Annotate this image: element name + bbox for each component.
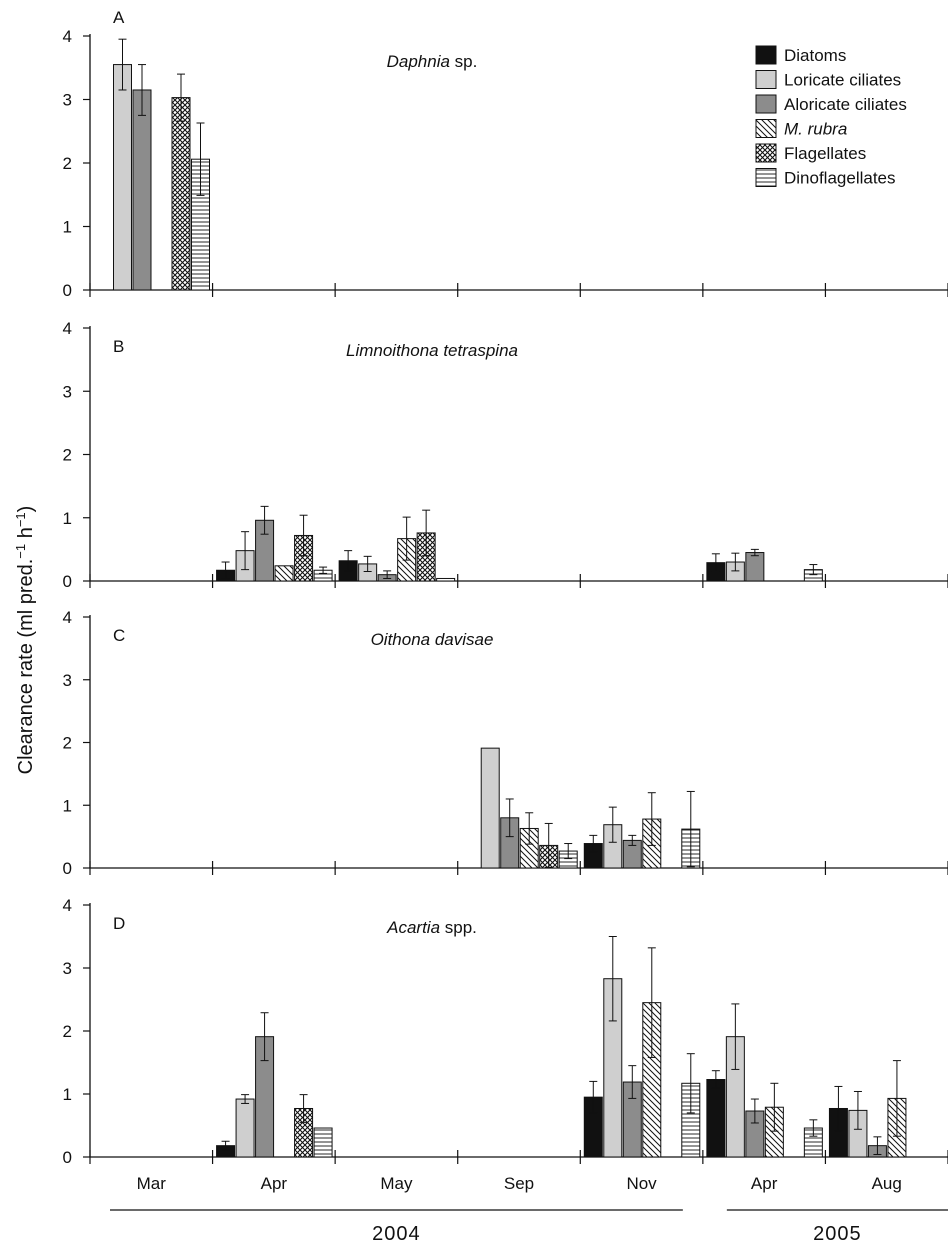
legend-item-2: Loricate ciliates bbox=[755, 70, 901, 90]
panel-c: 0 1 2 3 4 C Oithona davisae bbox=[63, 608, 948, 878]
bar-loricate-ciliates-mar bbox=[113, 64, 132, 291]
y-tick-label: 4 bbox=[63, 27, 72, 46]
chart-panels: 0 1 2 3 4 A Daphnia sp. 0 1 2 3 4 B Limnoithona tetra… bbox=[63, 8, 948, 1167]
panel-letter: B bbox=[113, 337, 124, 356]
panel-title: Acartia spp. bbox=[386, 918, 477, 937]
panel-title: Daphnia sp. bbox=[387, 52, 478, 71]
panel-title: Limnoithona tetraspina bbox=[346, 341, 518, 360]
bar-loricate-ciliates-sep bbox=[480, 747, 500, 869]
legend-item-5: Flagellates bbox=[755, 143, 866, 163]
y-tick-label: 1 bbox=[63, 796, 72, 815]
y-tick-label: 0 bbox=[63, 1148, 72, 1167]
panel-a: 0 1 2 3 4 A Daphnia sp. bbox=[63, 8, 948, 300]
bar-dinoflagellates-apr bbox=[313, 1127, 333, 1158]
legend-swatch bbox=[755, 45, 777, 65]
y-axis-label-sup2: −1 bbox=[13, 512, 28, 527]
legend-label: Dinoflagellates bbox=[784, 169, 896, 188]
legend-swatch bbox=[755, 168, 777, 187]
x-axis: Mar Apr May Sep Nov Apr Aug 2004 2005 bbox=[110, 1174, 948, 1245]
y-tick-label: 1 bbox=[63, 509, 72, 528]
x-tick-label: May bbox=[380, 1174, 413, 1193]
y-tick-label: 1 bbox=[63, 1085, 72, 1104]
panel-letter: C bbox=[113, 626, 125, 645]
legend-label: Diatoms bbox=[784, 46, 846, 65]
x-tick-label: Sep bbox=[504, 1174, 534, 1193]
y-tick-label: 3 bbox=[63, 671, 72, 690]
x-tick-label: Apr bbox=[751, 1174, 778, 1193]
bar-dinoflagellates-may bbox=[436, 577, 456, 582]
legend-item-6: Dinoflagellates bbox=[755, 168, 896, 188]
y-tick-label: 0 bbox=[63, 281, 72, 300]
y-tick-label: 2 bbox=[63, 1022, 72, 1041]
bar-diatoms-apr bbox=[706, 1079, 726, 1158]
y-axis-label-end: ) bbox=[15, 506, 37, 513]
x-tick-label: Aug bbox=[872, 1174, 902, 1193]
bar-loricate-ciliates-apr bbox=[235, 1098, 255, 1158]
legend-swatch bbox=[755, 143, 777, 163]
y-axis-label-main: Clearance rate (ml pred. bbox=[15, 559, 37, 775]
legend-swatch bbox=[755, 70, 777, 89]
y-tick-label: 3 bbox=[63, 91, 72, 110]
y-tick-label: 3 bbox=[63, 959, 72, 978]
y-axis-label-mid: h bbox=[15, 527, 37, 544]
y-tick-label: 4 bbox=[63, 896, 72, 915]
legend-item-4: M. rubra bbox=[755, 119, 847, 139]
legend-item-1: Diatoms bbox=[755, 45, 846, 65]
x-tick-label: Nov bbox=[626, 1174, 657, 1193]
y-tick-label: 1 bbox=[63, 218, 72, 237]
panel-title: Oithona davisae bbox=[371, 630, 494, 649]
y-tick-label: 3 bbox=[63, 382, 72, 401]
legend-label: Loricate ciliates bbox=[784, 71, 901, 90]
x-tick-label: Mar bbox=[137, 1174, 167, 1193]
x-tick-label: Apr bbox=[261, 1174, 288, 1193]
bar-flagellates-mar bbox=[171, 97, 191, 291]
y-tick-label: 2 bbox=[63, 734, 72, 753]
legend-swatch bbox=[755, 119, 777, 138]
legend-swatch bbox=[755, 94, 777, 114]
y-tick-label: 2 bbox=[63, 446, 72, 465]
panel-b: 0 1 2 3 4 B Limnoithona tetraspina bbox=[63, 319, 948, 591]
year-label: 2005 bbox=[813, 1223, 862, 1245]
y-tick-label: 2 bbox=[63, 154, 72, 173]
y-tick-label: 4 bbox=[63, 319, 72, 338]
y-tick-label: 0 bbox=[63, 859, 72, 878]
y-axis-label: Clearance rate (ml pred.−1 h−1) bbox=[13, 506, 38, 775]
legend-label: Flagellates bbox=[784, 144, 866, 163]
y-tick-label: 0 bbox=[63, 572, 72, 591]
y-axis-label-sup1: −1 bbox=[13, 544, 28, 559]
panel-d: 0 1 2 3 4 D Acartia spp. bbox=[63, 896, 948, 1167]
legend-item-3: Aloricate ciliates bbox=[755, 94, 907, 114]
bar-m-rubra-apr bbox=[274, 565, 294, 582]
legend-label: M. rubra bbox=[784, 120, 847, 139]
y-tick-label: 4 bbox=[63, 608, 72, 627]
bar-aloricate-ciliates-apr bbox=[745, 552, 765, 582]
panel-letter: D bbox=[113, 914, 125, 933]
legend: Diatoms Loricate ciliates Aloricate ciliat… bbox=[755, 45, 907, 188]
legend-label: Aloricate ciliates bbox=[784, 95, 907, 114]
year-label: 2004 bbox=[372, 1223, 421, 1245]
svg-text:Clearance rate (ml pred.−1 h−1: Clearance rate (ml pred.−1 h−1) bbox=[13, 506, 38, 775]
bar-aloricate-ciliates-mar bbox=[132, 89, 152, 291]
panel-letter: A bbox=[113, 8, 125, 27]
